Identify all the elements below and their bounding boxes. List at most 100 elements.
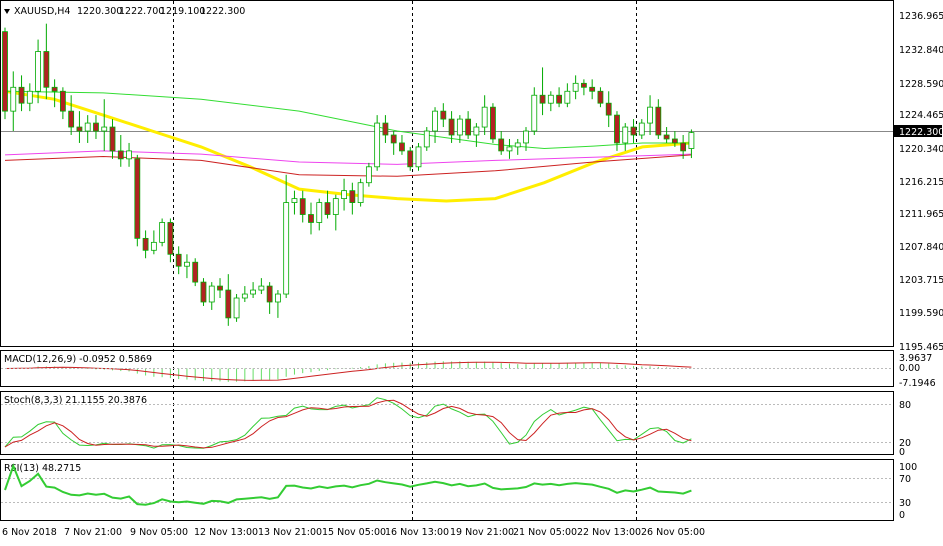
bullish-candle	[357, 182, 364, 203]
bearish-candle	[324, 202, 331, 215]
bearish-candle	[109, 126, 116, 152]
bearish-candle	[440, 110, 447, 120]
bearish-candle	[175, 253, 182, 267]
bearish-candle	[266, 285, 273, 303]
bearish-candle	[18, 86, 25, 104]
main-price-pane[interactable]	[0, 0, 894, 347]
bullish-candle	[365, 166, 372, 184]
time-label: 12 Nov 13:00	[194, 527, 258, 538]
time-axis[interactable]: 6 Nov 2018 7 Nov 21:00 9 Nov 05:00 12 No…	[2, 527, 705, 538]
bearish-candle	[2, 31, 8, 112]
bearish-candle	[217, 285, 223, 291]
bearish-candle	[117, 150, 124, 160]
stoch-title: Stoch(8,3,3) 21.1155 20.3876	[4, 395, 147, 406]
time-label: 19 Nov 21:00	[450, 527, 514, 538]
bearish-candle	[349, 190, 356, 203]
period-separators	[173, 1, 637, 521]
bullish-candle	[456, 118, 463, 136]
bearish-candle	[614, 114, 620, 144]
bullish-candle	[547, 94, 554, 104]
bearish-candle	[142, 237, 149, 251]
bearish-candle	[407, 150, 414, 168]
macd-tick: 0.00	[899, 363, 920, 374]
bearish-candle	[200, 281, 207, 303]
time-label: 16 Nov 13:00	[385, 527, 449, 538]
price-tick: 1199.590	[899, 308, 943, 319]
bullish-candle	[332, 198, 339, 215]
bullish-candle	[564, 90, 571, 104]
bullish-candle	[506, 146, 513, 152]
macd-tick: 3.9637	[899, 353, 932, 364]
bullish-candle	[316, 202, 323, 223]
bullish-candle	[283, 202, 290, 295]
bearish-candle	[167, 222, 174, 255]
dropdown-triangle-icon[interactable]	[4, 9, 10, 14]
macd-title: MACD(12,26,9) -0.0952 0.5869	[4, 354, 152, 365]
bearish-candle	[490, 106, 496, 140]
stoch-tick: 80	[899, 400, 911, 411]
bullish-candle	[622, 126, 629, 144]
rsi-tick: 30	[899, 498, 911, 509]
bullish-candle	[10, 86, 17, 112]
bullish-candle	[374, 122, 381, 168]
current-price-label: 1222.300	[899, 127, 943, 138]
price-axis[interactable]: 1236.965 1232.840 1228.590 1224.465 1220…	[894, 11, 943, 353]
stoch-tick: 0	[899, 447, 905, 458]
bearish-candle	[448, 118, 455, 136]
candlesticks	[2, 23, 695, 326]
bullish-candle	[638, 122, 645, 136]
bearish-candle	[556, 94, 562, 104]
rsi-line	[4, 463, 692, 506]
price-tick: 1224.465	[899, 110, 943, 121]
bullish-candle	[250, 289, 257, 295]
bullish-candle	[258, 285, 265, 291]
price-tick: 1232.840	[899, 45, 943, 56]
bullish-candle	[101, 126, 108, 132]
moving-averages	[4, 89, 692, 203]
bullish-candle	[84, 122, 91, 132]
bearish-candle	[76, 126, 83, 132]
bullish-candle	[35, 51, 41, 92]
ohlc-open: 1220.300	[77, 6, 122, 17]
bearish-candle	[671, 138, 678, 144]
bearish-candle	[465, 118, 472, 136]
bearish-candle	[539, 94, 546, 104]
current-price-badge	[894, 125, 942, 137]
bearish-candle	[655, 106, 662, 136]
rsi-tick: 100	[899, 462, 917, 473]
bearish-candle	[382, 122, 389, 136]
bearish-candle	[390, 134, 397, 144]
bullish-candle	[341, 190, 347, 200]
bullish-candle	[159, 222, 166, 243]
bearish-candle	[308, 214, 314, 223]
stoch-pane[interactable]	[0, 391, 894, 455]
macd-pane[interactable]	[0, 350, 894, 387]
macd-tick: -7.1946	[899, 378, 936, 389]
rsi-tick: 70	[899, 474, 911, 485]
bullish-candle	[126, 150, 132, 160]
rsi-tick: 0	[899, 510, 905, 521]
bullish-candle	[647, 106, 653, 124]
bullish-candle	[523, 130, 529, 144]
bullish-candle	[241, 293, 248, 299]
bearish-candle	[299, 198, 306, 215]
bullish-candle	[275, 293, 281, 303]
price-tick: 1211.965	[899, 209, 943, 220]
bullish-candle	[415, 146, 422, 168]
bearish-candle	[630, 126, 637, 136]
moving-average-line	[4, 90, 692, 150]
bearish-candle	[663, 134, 670, 140]
price-tick: 1228.590	[899, 79, 943, 90]
bullish-candle	[688, 132, 695, 149]
ohlc-high: 1222.700	[119, 6, 164, 17]
bearish-candle	[93, 122, 99, 132]
bullish-candle	[481, 106, 488, 128]
rsi-pane[interactable]	[0, 459, 894, 521]
bearish-candle	[59, 90, 66, 112]
stoch-tick: 20	[899, 438, 911, 449]
bullish-candle	[473, 126, 480, 136]
bearish-candle	[589, 86, 596, 92]
bearish-candle	[51, 86, 58, 92]
